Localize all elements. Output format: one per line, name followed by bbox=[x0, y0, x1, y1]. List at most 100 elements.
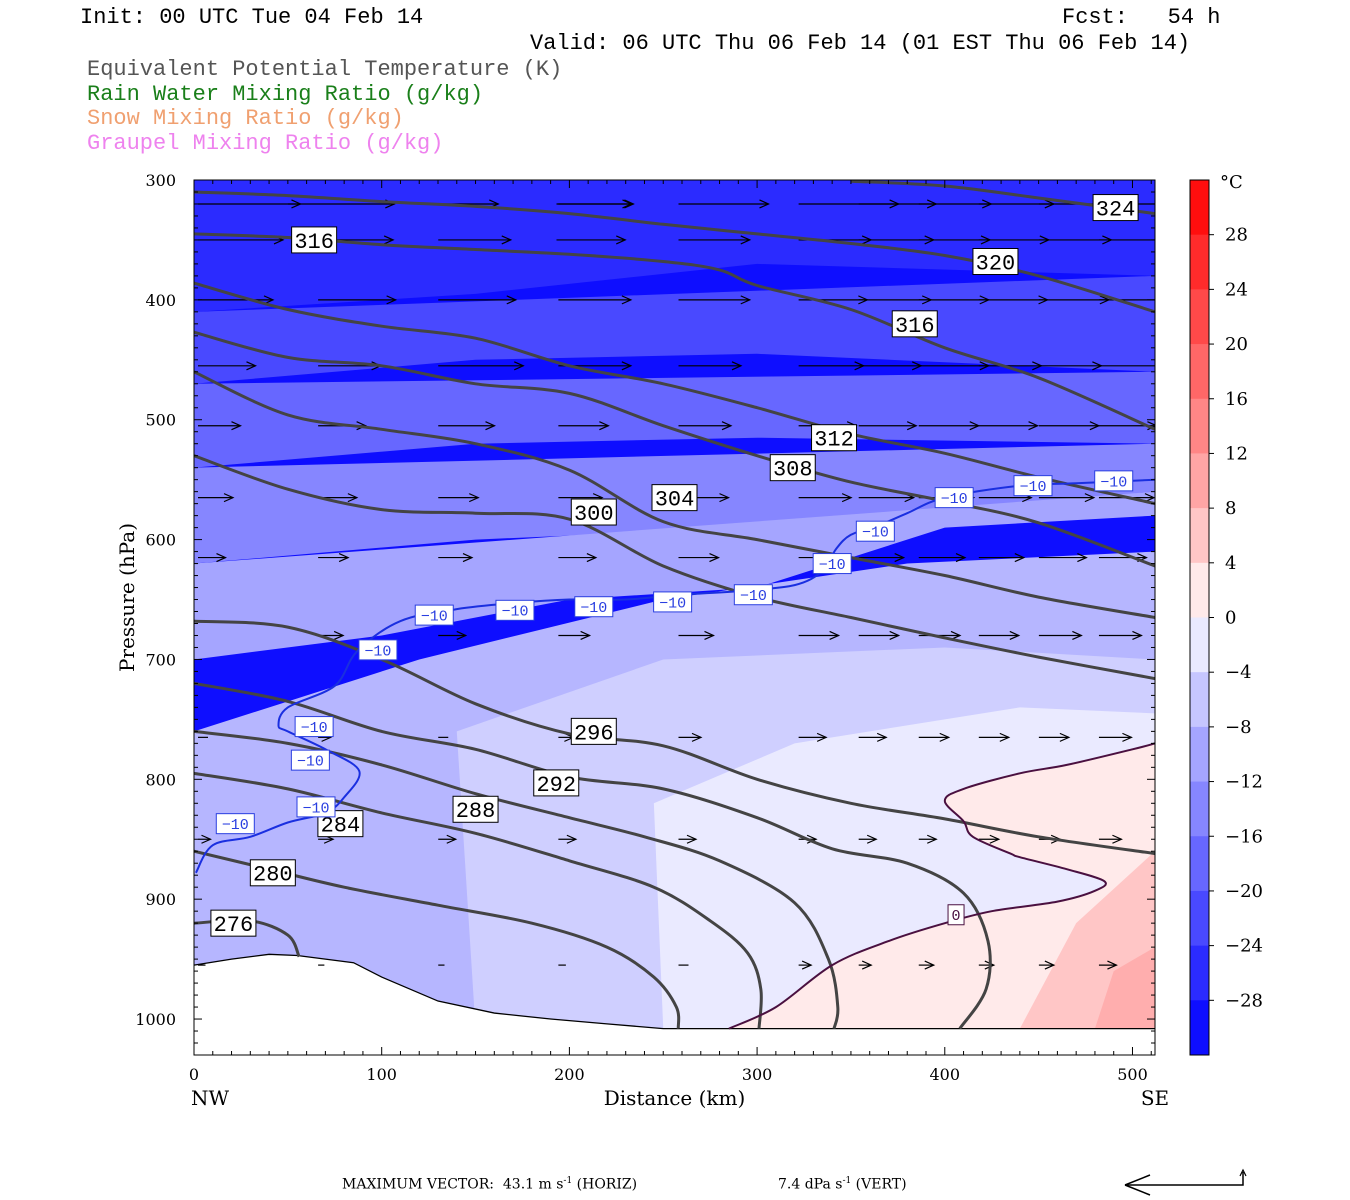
isotherm-label-4-text: −10 bbox=[364, 643, 391, 660]
right-end-label: SE bbox=[1141, 1086, 1169, 1110]
isotherm-label-2-text: −10 bbox=[297, 754, 324, 771]
wind-arrow-head-10-5 bbox=[801, 960, 813, 970]
legend-snow-mixing-ratio: Snow Mixing Ratio (g/kg) bbox=[87, 106, 404, 131]
theta-e-label-1-box bbox=[249, 859, 296, 887]
x-tick-label-400: 400 bbox=[930, 1065, 961, 1084]
colorbar-segment-9 bbox=[1190, 672, 1209, 728]
colorbar-tick-label-7: 0 bbox=[1225, 608, 1236, 629]
x-axis-label: Distance (km) bbox=[604, 1086, 746, 1110]
theta-e-label-6: 300 bbox=[570, 498, 617, 527]
isotherm-label-0-box bbox=[215, 813, 255, 835]
x-tick-label-300: 300 bbox=[742, 1065, 773, 1084]
colorbar-tick-label-5: 8 bbox=[1225, 498, 1236, 519]
isotherm-label-7: −10 bbox=[574, 596, 614, 618]
theta-e-label-3: 288 bbox=[452, 795, 499, 824]
y-tick-label-500: 500 bbox=[145, 411, 176, 430]
x-tick-label-100: 100 bbox=[366, 1065, 397, 1084]
theta-e-label-12: 320 bbox=[972, 248, 1019, 276]
isotherm-label-13-text: −10 bbox=[1019, 479, 1046, 496]
isotherm-label-7-box bbox=[574, 596, 614, 618]
theta-e-label-4: 292 bbox=[533, 769, 580, 798]
wind-arrow-head-7-0 bbox=[333, 630, 345, 641]
wind-arrow-head-10-7 bbox=[924, 960, 936, 970]
theta-e-label-12-text: 320 bbox=[976, 251, 1016, 276]
theta-e-label-5-text: 296 bbox=[574, 721, 614, 746]
wind-arrow-head-5-9 bbox=[1084, 493, 1096, 503]
isotherm-label-10-box bbox=[812, 553, 852, 575]
isotherm-label-6-text: −10 bbox=[501, 604, 528, 621]
colorbar-unit: °C bbox=[1220, 172, 1243, 193]
theta-e-contours bbox=[194, 180, 1155, 1030]
terrain-outline bbox=[194, 953, 1155, 1030]
theta-e-label-4-text: 292 bbox=[536, 773, 576, 798]
wind-arrow-head-8-6 bbox=[876, 732, 888, 742]
theta-e-label-2-text: 284 bbox=[321, 814, 361, 839]
wind-arrow-head-6-9 bbox=[1077, 553, 1088, 563]
theta-e-contour-300 bbox=[194, 454, 1155, 681]
isotherm-label-3: −10 bbox=[294, 716, 334, 738]
wind-arrow-head-1-4 bbox=[740, 235, 752, 245]
theta-e-contour-316 bbox=[194, 232, 1155, 431]
theta-e-label-13: 324 bbox=[1092, 194, 1139, 222]
theta-e-label-11-box bbox=[891, 310, 938, 338]
wind-arrow-head-2-4 bbox=[740, 295, 752, 305]
wind-arrow-head-9-4 bbox=[686, 834, 698, 844]
colorbar-segment-0 bbox=[1190, 180, 1209, 236]
wind-arrow-head-6-8 bbox=[1014, 553, 1026, 563]
theta-e-label-11-text: 316 bbox=[895, 314, 935, 339]
y-tick-label-600: 600 bbox=[145, 531, 176, 550]
wind-arrow-head-8-10 bbox=[1122, 732, 1133, 742]
colorbar-tick-label-8: −4 bbox=[1225, 662, 1252, 683]
theta-e-label-5-box bbox=[570, 717, 617, 745]
wind-arrow-head-4-4 bbox=[721, 421, 733, 431]
theta-e-label-3-text: 288 bbox=[456, 799, 496, 824]
isotherm-label-0: −10 bbox=[215, 813, 255, 835]
theta-e-label-10-text: 316 bbox=[294, 230, 334, 255]
isotherm-label-14-text: −10 bbox=[1100, 474, 1127, 491]
wind-arrow-head-0-4 bbox=[624, 199, 635, 209]
isotherm-label-9-text: −10 bbox=[740, 588, 767, 605]
band-warm-2 bbox=[1094, 947, 1155, 1029]
wind-arrow-head-6-0 bbox=[216, 553, 227, 563]
theta-e-label-12-box bbox=[972, 248, 1019, 276]
isotherm-label-9: −10 bbox=[733, 584, 773, 606]
colorbar-tick-label-0: 28 bbox=[1225, 225, 1248, 246]
isotherm-label-4-box bbox=[358, 639, 398, 661]
isotherm-label-1: −10 bbox=[296, 796, 336, 818]
terrain-fill bbox=[194, 954, 1155, 1055]
isotherm-label-11-text: −10 bbox=[862, 525, 889, 542]
isotherm-label-1-box bbox=[296, 796, 336, 818]
colorbar-tick-label-3: 16 bbox=[1225, 389, 1248, 410]
theta-e-label-1-text: 280 bbox=[253, 863, 293, 888]
wind-arrow-head-5-2 bbox=[469, 493, 480, 503]
isotherm-label-5-text: −10 bbox=[421, 609, 448, 626]
theta-e-contour-304 bbox=[194, 370, 1155, 619]
wind-arrow-head-3-10 bbox=[1154, 361, 1155, 370]
theta-e-label-2: 284 bbox=[317, 810, 364, 839]
y-tick-label-900: 900 bbox=[145, 890, 176, 909]
axes: 300 400 500 600 700 800 900 1000 0 100 200 300 400 50… bbox=[115, 171, 1169, 1110]
wind-arrow-head-2-3 bbox=[621, 295, 633, 305]
legend-equivalent-potential-temperature: Equivalent Potential Temperature (K) bbox=[87, 57, 563, 82]
isotherm-label-13-box bbox=[1013, 475, 1053, 497]
max-vector-vert: 7.4 dPa s-1 (VERT) bbox=[778, 1176, 907, 1193]
wind-arrow-head-6-1 bbox=[338, 553, 350, 563]
theta-e-label-0: 276 bbox=[210, 909, 257, 938]
max-vector-horiz: MAXIMUM VECTOR: 43.1 m s-1 (HORIZ) bbox=[342, 1176, 638, 1193]
theta-e-label-8-box bbox=[769, 454, 816, 482]
colorbar-segment-10 bbox=[1190, 726, 1209, 783]
theta-e-label-3-box bbox=[452, 795, 499, 823]
wind-arrow-head-9-3 bbox=[566, 834, 578, 844]
isotherm-label-12: −10 bbox=[934, 487, 974, 509]
wind-arrow-head-8-7 bbox=[939, 732, 951, 742]
x-tick-label-200: 200 bbox=[554, 1065, 585, 1084]
wind-arrow-head-10-8 bbox=[984, 960, 996, 970]
wind-arrow-head-9-2 bbox=[446, 834, 458, 844]
wind-arrow-head-1-1 bbox=[383, 235, 395, 245]
isotherm-zero-label-text: 0 bbox=[952, 908, 961, 925]
theta-e-label-1: 280 bbox=[249, 859, 296, 888]
isotherm-label-12-box bbox=[934, 487, 974, 509]
band-1 bbox=[194, 275, 1155, 384]
wind-arrow-head-7-6 bbox=[950, 630, 962, 641]
valid-time: Valid: 06 UTC Thu 06 Feb 14 (01 EST Thu … bbox=[530, 31, 1191, 56]
